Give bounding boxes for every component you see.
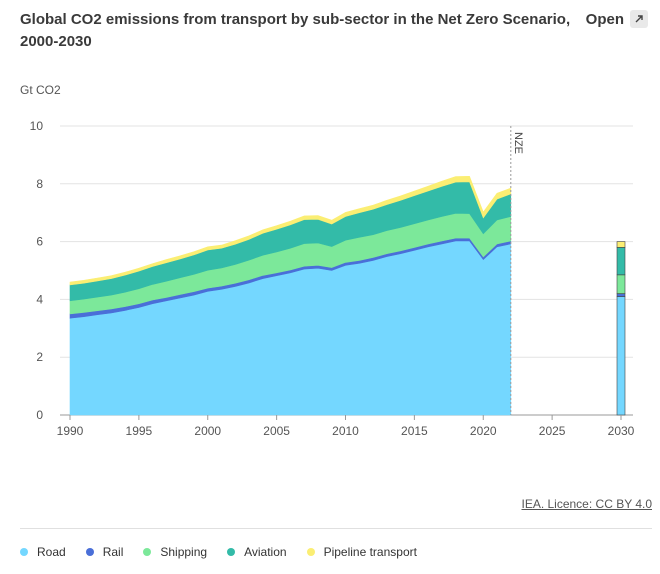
legend: Road Rail Shipping Aviation Pipeline transpo…: [20, 545, 437, 559]
area-pipeline: [69, 175, 512, 286]
legend-swatch: [306, 548, 315, 556]
legend-swatch: [85, 548, 94, 556]
legend-item-aviation[interactable]: Aviation: [227, 545, 287, 559]
bar-2030-shipping: [616, 274, 626, 294]
legend-label: Pipeline transport: [323, 545, 417, 559]
legend-label: Road: [37, 545, 66, 559]
y-tick-label: 0: [36, 408, 43, 422]
legend-swatch: [20, 548, 28, 556]
bar-2030-pipeline: [616, 241, 626, 248]
x-tick-label: 2015: [401, 424, 428, 438]
y-tick-label: 8: [36, 177, 43, 191]
nze-annotation: NZE: [512, 132, 524, 154]
x-tick-label: 2005: [263, 424, 290, 438]
open-label: Open: [585, 10, 624, 28]
legend-label: Rail: [102, 545, 124, 559]
legend-label: Aviation: [244, 545, 287, 559]
y-tick-label: 10: [30, 119, 44, 133]
x-tick-label: 1995: [126, 424, 153, 438]
x-tick-label: 2025: [539, 424, 566, 438]
legend-item-pipeline[interactable]: Pipeline transport: [306, 545, 417, 559]
legend-label: Shipping: [160, 545, 208, 559]
bar-2030-aviation: [616, 247, 626, 276]
y-tick-label: 6: [36, 235, 43, 249]
y-axis-unit: Gt CO2: [20, 83, 61, 97]
legend-swatch: [227, 548, 236, 556]
bar-2030-rail: [616, 293, 626, 297]
x-tick-label: 2000: [194, 424, 221, 438]
external-link-icon: [630, 10, 648, 28]
x-tick-label: 1990: [57, 424, 84, 438]
licence-link[interactable]: IEA. Licence: CC BY 4.0: [521, 497, 652, 511]
legend-item-rail[interactable]: Rail: [85, 545, 124, 559]
y-tick-label: 2: [36, 350, 43, 364]
footer-divider: [20, 528, 652, 529]
legend-item-shipping[interactable]: Shipping: [143, 545, 207, 559]
bar-2030-road: [616, 296, 626, 416]
legend-item-road[interactable]: Road: [20, 545, 66, 559]
legend-swatch: [143, 548, 152, 556]
open-button[interactable]: Open: [586, 10, 648, 28]
y-tick-label: 4: [36, 292, 43, 306]
chart-title: Global CO2 emissions from transport by s…: [20, 11, 571, 50]
x-tick-label: 2010: [332, 424, 359, 438]
x-tick-label: 2020: [470, 424, 497, 438]
x-tick-label: 2030: [608, 424, 635, 438]
